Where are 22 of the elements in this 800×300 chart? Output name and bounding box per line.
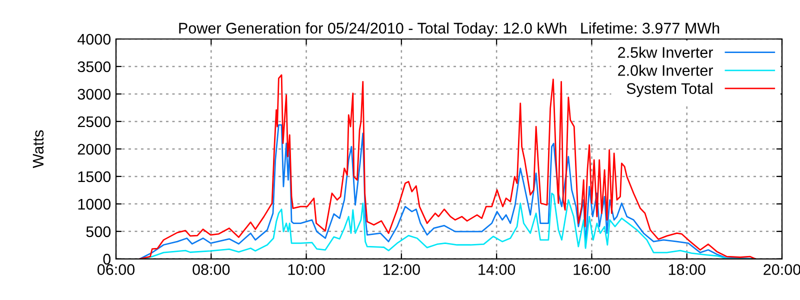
x-tick-label: 12:00 — [383, 264, 420, 275]
y-tick-label: 0 — [103, 254, 111, 265]
x-tick-label: 10:00 — [288, 264, 325, 275]
x-tick-label: 18:00 — [668, 264, 706, 275]
x-tick-label: 06:00 — [97, 264, 135, 275]
x-tick-label: 08:00 — [192, 264, 230, 275]
y-tick-label: 3500 — [78, 61, 111, 72]
y-tick-label: 2000 — [78, 144, 111, 155]
y-tick-label: 3000 — [78, 88, 111, 100]
x-tick-label: 16:00 — [574, 264, 610, 275]
y-tick-label: 2500 — [78, 116, 111, 128]
legend-label: 2.5kw Inverter — [618, 46, 714, 58]
y-tick-label: 4000 — [78, 34, 111, 45]
legend-label: 2.0kw Inverter — [618, 64, 714, 76]
legend-label: System Total — [626, 82, 712, 98]
line-series — [139, 74, 756, 259]
y-axis-title: Watts — [32, 130, 44, 168]
y-tick-label: 500 — [86, 226, 111, 238]
x-tick-label: 14:00 — [478, 264, 516, 275]
chart-title: Power Generation for 05/24/2010 - Total Today: 12.0 kWh Lifetime: 3.977 MWh — [179, 22, 720, 37]
y-tick-label: 1500 — [78, 171, 111, 182]
y-tick-label: 1000 — [78, 198, 111, 210]
